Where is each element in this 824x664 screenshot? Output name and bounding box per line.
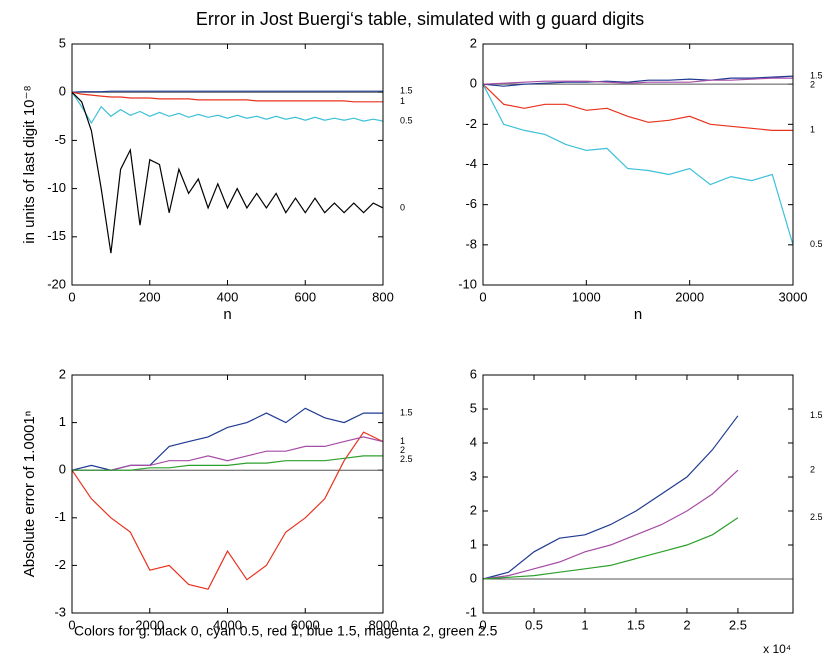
x-axis-label: n <box>223 306 231 323</box>
x-multiplier: x 10⁴ <box>763 642 791 656</box>
y-tick-label: -10 <box>458 276 477 291</box>
legend-label: 0.5 <box>810 239 823 249</box>
y-tick-label: -4 <box>465 156 477 171</box>
x-tick-label: 6000 <box>291 617 320 632</box>
footer-note: Colors for g: black 0, cyan 0.5, red 1, … <box>74 623 498 639</box>
legend-label: 1.5 <box>400 86 413 96</box>
y-tick-label: -8 <box>465 236 477 251</box>
x-tick-label: 0 <box>68 289 75 304</box>
y-tick-label: -3 <box>54 604 66 619</box>
x-tick-label: 8000 <box>369 617 398 632</box>
x-tick-label: 2000 <box>135 617 164 632</box>
series-line <box>482 469 739 580</box>
legend-label: 1 <box>810 125 815 135</box>
x-tick-label: 2.5 <box>729 617 747 632</box>
y-tick-label: 3 <box>470 468 477 483</box>
x-tick-label: 0.5 <box>525 617 543 632</box>
y-tick-label: -1 <box>465 604 477 619</box>
y-axis-label: in units of last digit 10⁻⁸ <box>21 85 38 244</box>
legend-label: 0 <box>400 202 405 212</box>
legend-label: 1.5 <box>810 71 823 81</box>
y-tick-label: -10 <box>47 180 66 195</box>
legend-label: 0.5 <box>400 115 413 125</box>
y-tick-label: 1 <box>59 414 66 429</box>
y-tick-label: -15 <box>47 228 66 243</box>
y-tick-label: -2 <box>465 116 477 131</box>
y-tick-label: -6 <box>465 196 477 211</box>
series-line <box>482 415 739 580</box>
series-line <box>71 91 383 103</box>
x-tick-label: 0 <box>479 617 486 632</box>
x-tick-label: 1 <box>581 617 588 632</box>
series-line <box>482 77 793 85</box>
y-tick-label: -1 <box>54 509 66 524</box>
series-line <box>482 83 793 131</box>
series-line <box>71 91 384 254</box>
legend-label: 2 <box>810 80 815 90</box>
y-tick-label: 5 <box>470 400 477 415</box>
x-tick-label: 200 <box>139 289 161 304</box>
y-tick-label: 0 <box>470 76 477 91</box>
x-tick-label: 2 <box>683 617 690 632</box>
series-line <box>71 431 384 590</box>
series-line <box>72 436 384 471</box>
x-tick-label: 3000 <box>779 289 808 304</box>
x-tick-label: 1.5 <box>627 617 645 632</box>
x-axis-label: n <box>634 306 642 323</box>
plot-frame <box>482 43 794 286</box>
y-tick-label: 2 <box>470 502 477 517</box>
x-tick-label: 400 <box>217 289 239 304</box>
series-line <box>482 83 794 245</box>
x-tick-label: 0 <box>479 289 486 304</box>
legend-label: 1 <box>400 96 405 106</box>
plot-frame <box>71 43 384 286</box>
chart-title: Error in Jost Buergi‘s table, simulated … <box>196 9 644 29</box>
x-tick-label: 0 <box>68 617 75 632</box>
series-line <box>482 75 794 87</box>
y-tick-label: 0 <box>59 84 66 99</box>
y-tick-label: 5 <box>59 35 66 50</box>
y-tick-label: 0 <box>470 570 477 585</box>
y-tick-label: 1 <box>470 536 477 551</box>
x-tick-label: 1000 <box>572 289 601 304</box>
y-tick-label: -2 <box>54 557 66 572</box>
x-tick-label: 4000 <box>213 617 242 632</box>
legend-label: 1.5 <box>810 410 823 420</box>
series-line <box>482 517 739 580</box>
y-tick-label: 4 <box>470 434 477 449</box>
legend-label: 2.5 <box>810 512 823 522</box>
legend-label: 1.5 <box>400 407 413 417</box>
legend-label: 2 <box>810 465 815 475</box>
plot-frame <box>482 374 794 614</box>
y-tick-label: -20 <box>47 276 66 291</box>
legend-label: 2.5 <box>400 454 413 464</box>
y-axis-label: Absolute error of 1.0001ⁿ <box>21 411 38 577</box>
series-line <box>72 455 383 471</box>
series-line <box>71 91 384 125</box>
legend-label: 2 <box>400 445 405 455</box>
x-tick-label: 800 <box>372 289 394 304</box>
x-tick-label: 600 <box>294 289 316 304</box>
y-tick-label: -5 <box>54 132 66 147</box>
y-tick-label: 2 <box>470 35 477 50</box>
y-tick-label: 0 <box>59 462 66 477</box>
y-tick-label: 2 <box>59 366 66 381</box>
series-line <box>71 90 383 93</box>
x-tick-label: 2000 <box>675 289 704 304</box>
y-tick-label: 6 <box>470 366 477 381</box>
legend-label: 1 <box>400 436 405 446</box>
plot-frame <box>71 374 384 614</box>
